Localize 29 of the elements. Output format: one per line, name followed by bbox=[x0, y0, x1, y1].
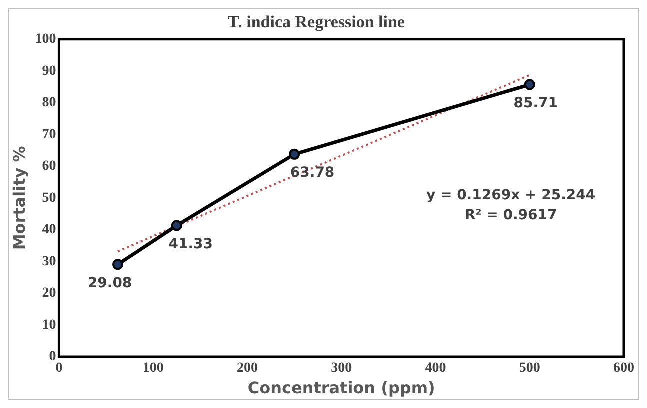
x-tick-label: 200 bbox=[236, 361, 258, 376]
x-tick-label: 400 bbox=[425, 361, 446, 376]
x-tick-label: 100 bbox=[142, 361, 164, 376]
y-tick-label: 20 bbox=[42, 286, 56, 302]
data-label: 85.71 bbox=[514, 95, 558, 112]
x-tick-label: 300 bbox=[331, 361, 352, 376]
point bbox=[112, 259, 124, 270]
annotation: R² = 0.9617 bbox=[464, 207, 558, 224]
y-tick-label: 80 bbox=[42, 96, 56, 111]
y-tick-label: 70 bbox=[42, 127, 56, 142]
y-tick-label: 60 bbox=[42, 159, 56, 174]
data-label: 29.08 bbox=[88, 275, 132, 292]
point bbox=[524, 79, 536, 90]
y-axis-title: Mortality % bbox=[10, 146, 29, 250]
x-tick-label: 600 bbox=[614, 361, 634, 376]
y-tick-label: 40 bbox=[42, 222, 56, 238]
y-tick-label: 90 bbox=[42, 64, 56, 79]
y-tick-label: 50 bbox=[42, 190, 56, 206]
point bbox=[289, 148, 300, 160]
y-tick-label: 10 bbox=[42, 318, 56, 333]
x-tick-label: 500 bbox=[519, 361, 540, 376]
annotation: y = 0.1269x + 25.244 bbox=[426, 187, 596, 204]
data-label: 41.33 bbox=[168, 236, 214, 252]
y-tick-label: 30 bbox=[42, 254, 56, 270]
point bbox=[171, 220, 182, 232]
x-axis-title: Concentration (ppm) bbox=[248, 378, 436, 398]
y-tick-label: 0 bbox=[49, 350, 56, 365]
chart-title: T. indica Regression line bbox=[228, 12, 406, 32]
y-tick-label: 100 bbox=[35, 32, 56, 48]
